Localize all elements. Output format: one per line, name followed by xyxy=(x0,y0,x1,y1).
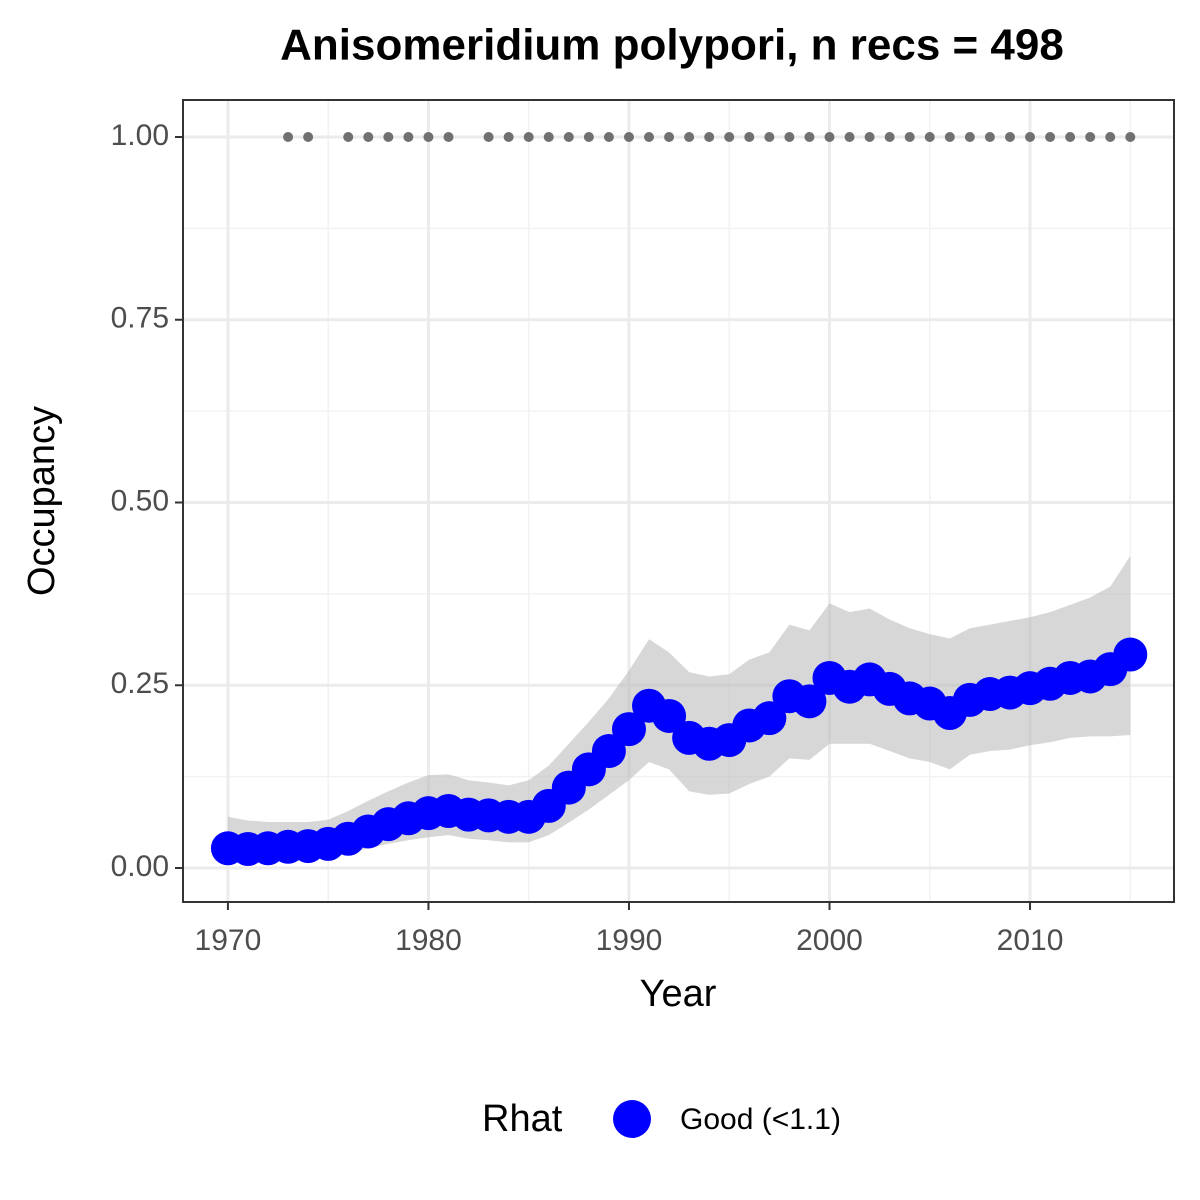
y-tick-label: 0.75 xyxy=(111,302,169,335)
record-point xyxy=(403,131,414,142)
record-point xyxy=(423,131,434,142)
record-point xyxy=(924,131,935,142)
record-point xyxy=(283,131,294,142)
record-point xyxy=(744,131,755,142)
record-point xyxy=(383,131,394,142)
record-point xyxy=(864,131,875,142)
legend-label: Good (<1.1) xyxy=(680,1103,841,1136)
record-point xyxy=(303,131,314,142)
record-point xyxy=(563,131,574,142)
record-point xyxy=(603,131,614,142)
record-point xyxy=(1125,131,1136,142)
x-tick-label: 2000 xyxy=(796,924,863,957)
record-point xyxy=(944,131,955,142)
record-point xyxy=(623,131,634,142)
y-tick-label: 0.25 xyxy=(111,667,169,700)
point xyxy=(1113,637,1148,672)
record-point xyxy=(583,131,594,142)
record-point xyxy=(884,131,895,142)
record-point xyxy=(1025,131,1036,142)
record-point xyxy=(483,131,494,142)
record-point xyxy=(844,131,855,142)
record-point xyxy=(523,131,534,142)
point xyxy=(652,698,687,733)
point xyxy=(611,712,646,747)
point xyxy=(792,684,827,719)
record-point xyxy=(724,131,735,142)
record-point xyxy=(1045,131,1056,142)
point xyxy=(591,734,626,769)
record-point xyxy=(784,131,795,142)
record-point xyxy=(1105,131,1116,142)
record-point xyxy=(343,131,354,142)
record-point xyxy=(684,131,695,142)
record-point xyxy=(443,131,454,142)
record-point xyxy=(824,131,835,142)
record-point xyxy=(664,131,675,142)
x-axis-title: Year xyxy=(640,973,717,1015)
y-tick-label: 0.00 xyxy=(111,850,169,883)
record-point xyxy=(503,131,514,142)
legend-title: Rhat xyxy=(482,1098,563,1140)
record-point xyxy=(984,131,995,142)
point xyxy=(752,701,787,736)
x-tick-label: 2010 xyxy=(997,924,1064,957)
record-point xyxy=(1085,131,1096,142)
y-axis-title: Occupancy xyxy=(21,406,63,596)
record-point xyxy=(964,131,975,142)
record-point xyxy=(543,131,554,142)
record-point xyxy=(363,131,374,142)
record-point xyxy=(644,131,655,142)
plot-border xyxy=(182,99,1175,903)
record-point xyxy=(904,131,915,142)
record-point xyxy=(1004,131,1015,142)
record-point xyxy=(764,131,775,142)
chart-title: Anisomeridium polypori, n recs = 498 xyxy=(280,21,1064,70)
record-point xyxy=(804,131,815,142)
y-tick-label: 0.50 xyxy=(111,484,169,517)
record-point xyxy=(1065,131,1076,142)
legend-swatch xyxy=(613,1100,651,1138)
x-tick-label: 1980 xyxy=(395,924,462,957)
x-tick-label: 1990 xyxy=(596,924,663,957)
y-tick-label: 1.00 xyxy=(111,119,169,152)
x-tick-label: 1970 xyxy=(195,924,262,957)
record-point xyxy=(704,131,715,142)
